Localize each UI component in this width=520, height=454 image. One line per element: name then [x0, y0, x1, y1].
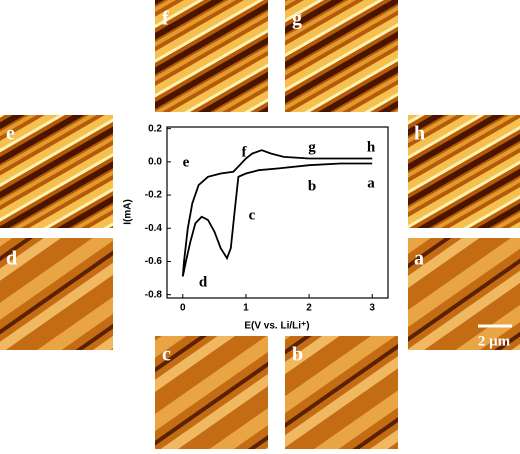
afm-image — [285, 336, 398, 449]
scale-bar-label: 2 μm — [478, 333, 511, 349]
curve-annotation: b — [308, 178, 316, 194]
x-tick-label: 2 — [306, 303, 312, 314]
image-label: h — [414, 123, 425, 145]
afm-image — [285, 0, 398, 112]
y-tick-label: -0.2 — [145, 190, 163, 201]
y-tick-label: -0.6 — [145, 256, 163, 267]
curve-annotation: c — [249, 207, 256, 223]
curve-annotation: f — [242, 144, 248, 160]
image-label: c — [162, 344, 171, 366]
afm-image — [155, 0, 268, 112]
y-tick-label: 0.0 — [148, 157, 162, 168]
x-tick-label: 1 — [243, 303, 249, 314]
curve-annotation: h — [367, 139, 376, 155]
plot-frame — [166, 126, 389, 299]
y-tick-label: 0.2 — [148, 123, 162, 134]
image-label: b — [292, 344, 303, 366]
afm-image — [408, 115, 520, 228]
y-tick-label: -0.4 — [145, 223, 163, 234]
afm-image — [155, 336, 268, 449]
image-label: a — [414, 248, 424, 270]
x-tick-label: 3 — [369, 303, 375, 314]
curve-annotation: a — [367, 175, 375, 191]
curve-annotation: e — [183, 154, 190, 170]
curve-annotation: g — [308, 139, 316, 155]
afm-image — [0, 238, 113, 350]
afm-image — [408, 238, 520, 350]
y-tick-label: -0.8 — [145, 289, 163, 300]
curve-annotation: d — [199, 274, 208, 290]
x-tick-label: 0 — [180, 303, 186, 314]
x-axis-label: E(V vs. Li/Li⁺) — [244, 321, 309, 332]
image-label: d — [6, 248, 17, 270]
image-label: f — [162, 8, 169, 30]
image-label: g — [292, 8, 302, 30]
cv-curve — [181, 149, 373, 277]
y-axis-label: I(mA) — [123, 199, 134, 225]
afm-image — [0, 115, 113, 228]
image-label: e — [6, 123, 15, 145]
